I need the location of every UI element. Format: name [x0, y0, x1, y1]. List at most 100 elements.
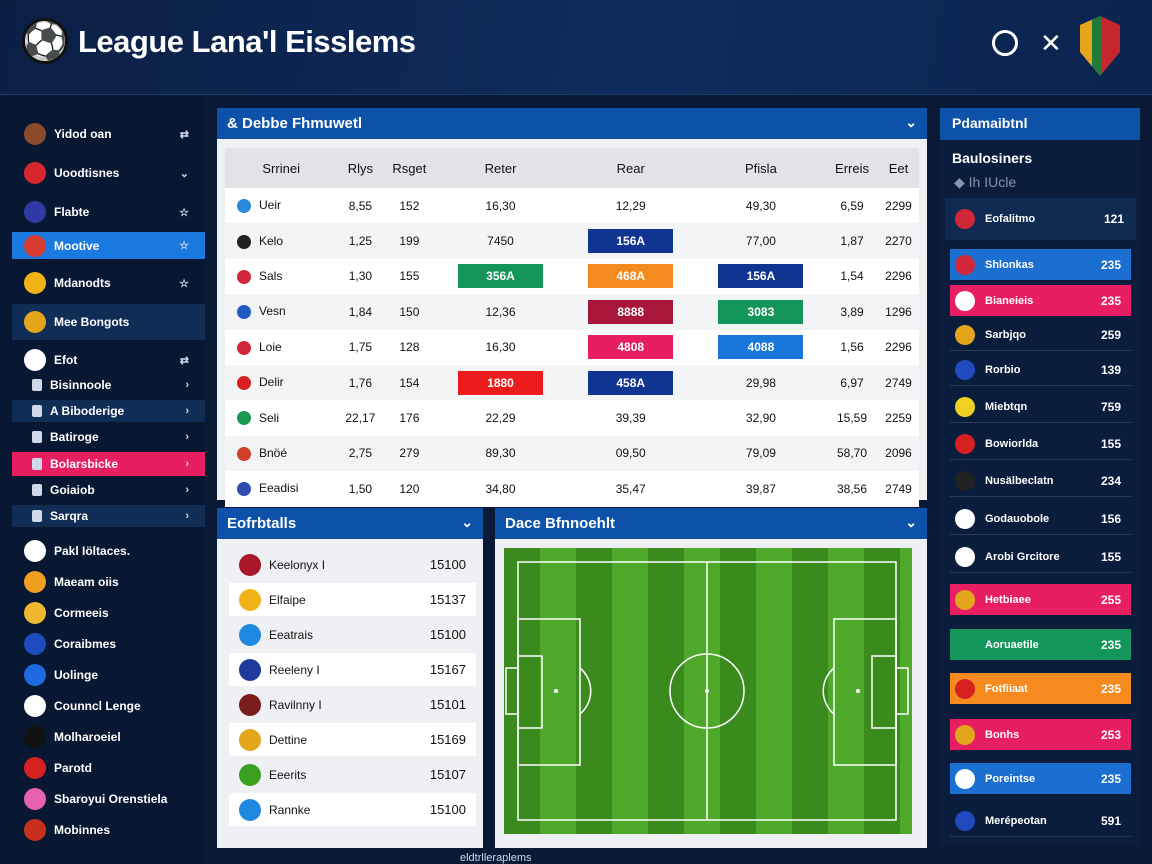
sidebar-item[interactable]: Mobinnes [12, 815, 205, 845]
chevron-icon[interactable]: › [185, 484, 189, 496]
value-badge[interactable]: 8888 [588, 299, 674, 324]
value-badge[interactable]: 3083 [718, 299, 804, 324]
value-badge[interactable]: 156A [588, 229, 674, 254]
table-row[interactable]: Ueir 8,55 152 16,30 12,29 49,30 6,59 2299 [225, 188, 919, 224]
ranking-row[interactable]: Miebtqn 759 [950, 392, 1131, 423]
chevron-down-icon[interactable]: ⌄ [905, 514, 917, 530]
standings-row[interactable]: Keelonyx I 15100 [229, 548, 476, 581]
sidebar-item[interactable]: Yidod oan ⇄ [12, 118, 205, 150]
standings-row[interactable]: Eeerits 15107 [229, 758, 476, 791]
ranking-row[interactable]: Shlonkas 235 [950, 249, 1131, 280]
team-value: 235 [1100, 257, 1121, 272]
value-badge[interactable]: 156A [718, 264, 804, 289]
sidebar-item[interactable]: Maeam oiis [12, 567, 205, 597]
pitch-header[interactable]: Dace Bfnnoehlt ⌄ [495, 508, 927, 539]
chevron-icon[interactable]: ☆ [179, 206, 189, 219]
ranking-row[interactable]: Poreintse 235 [950, 763, 1131, 794]
column-header[interactable]: Srrinei [225, 148, 338, 188]
standings-header[interactable]: Eofrbtalls ⌄ [217, 508, 483, 539]
table-row[interactable]: Loie 1,75 128 16,30 4808 4088 1,56 2296 [225, 329, 919, 365]
sidebar-item[interactable]: Uoodtisnes ⌄ [12, 157, 205, 189]
ranking-row[interactable]: Fotfiiaat 235 [950, 673, 1131, 704]
value-badge[interactable]: 356A [458, 264, 543, 289]
ranking-row[interactable]: Nusälbeclatn 234 [950, 466, 1131, 497]
sidebar-item[interactable]: Goiaiob › [12, 479, 205, 501]
sidebar-item[interactable]: Parotd [12, 753, 205, 783]
ranking-row[interactable]: Rorbio 139 [950, 355, 1131, 386]
sidebar-item[interactable]: Uolinge [12, 660, 205, 690]
value-badge[interactable]: 1880 [458, 370, 543, 395]
chevron-icon[interactable]: › [185, 405, 189, 417]
standings-row[interactable]: Elfaipe 15137 [229, 583, 476, 616]
chevron-icon[interactable]: ⇄ [179, 354, 189, 367]
chevron-down-icon[interactable]: ⌄ [905, 114, 917, 130]
chevron-icon[interactable]: › [185, 458, 189, 470]
sidebar-item[interactable]: Pakl Iöltaces. [12, 536, 205, 566]
sidebar-item[interactable]: Flabte ☆ [12, 196, 205, 228]
value-badge[interactable]: 468A [588, 264, 674, 289]
chevron-icon[interactable]: › [185, 431, 189, 443]
sidebar-item[interactable]: Mee Bongots [12, 304, 205, 340]
sidebar-item[interactable]: Molharoeiel [12, 722, 205, 752]
sidebar-item[interactable]: Efot ⇄ [12, 344, 205, 376]
standings-row[interactable]: Reeleny I 15167 [229, 653, 476, 686]
featured-row[interactable]: Eofalitmo 121 [945, 198, 1136, 240]
table-row[interactable]: Bnöé 2,75 279 89,30 09,50 79,09 58,70 2096 [225, 435, 919, 472]
sidebar-item[interactable]: A Biboderige › [12, 400, 205, 422]
chevron-icon[interactable]: ☆ [179, 277, 189, 290]
sidebar-item[interactable]: Mdanodts ☆ [12, 267, 205, 299]
chevron-icon[interactable]: › [185, 379, 189, 391]
cell-value: 12,29 [615, 198, 646, 213]
ranking-row[interactable]: Bianeieis 235 [950, 285, 1131, 316]
sidebar-item[interactable]: Sbaroyui Orenstiela [12, 784, 205, 814]
search-icon[interactable] [992, 30, 1018, 56]
ranking-row[interactable]: Aoruaetile 235 [950, 629, 1131, 660]
column-header[interactable]: Pfisla [695, 148, 827, 188]
table-row[interactable]: Seli 22,17 176 22,29 39,39 32,90 15,59 2259 [225, 400, 919, 436]
standings-row[interactable]: Ravilnny I 15101 [229, 688, 476, 721]
chevron-icon[interactable]: ⇄ [179, 128, 189, 141]
sidebar-item[interactable]: Mootive ☆ [12, 232, 205, 259]
ranking-row[interactable]: Sarbjqo 259 [950, 320, 1131, 351]
standings-row[interactable]: Dettine 15169 [229, 723, 476, 756]
column-header[interactable]: Erreis [826, 148, 879, 188]
table-row[interactable]: Delir 1,76 154 1880 458A 29,98 6,97 2749 [225, 364, 919, 401]
ranking-row[interactable]: Bonhs 253 [950, 719, 1131, 750]
value-badge[interactable]: 4808 [588, 335, 674, 360]
team-badge-icon [24, 602, 46, 624]
column-header[interactable]: Reter [435, 148, 566, 188]
sidebar-item-label: Yidod oan [54, 127, 112, 141]
sidebar-item[interactable]: Bolarsbicke › [12, 452, 205, 476]
sidebar-item[interactable]: Coraibmes [12, 629, 205, 659]
table-row[interactable]: Vesn 1,84 150 12,36 8888 3083 3,89 1296 [225, 294, 919, 330]
chevron-icon[interactable]: ⌄ [179, 167, 189, 180]
value-badge[interactable]: 458A [588, 370, 674, 395]
column-header[interactable]: Eet [878, 148, 919, 188]
chevron-icon[interactable]: ☆ [179, 240, 189, 252]
value-badge[interactable]: 4088 [718, 335, 804, 360]
column-header[interactable]: Rsget [383, 148, 436, 188]
table-row[interactable]: Sals 1,30 155 356A 468A 156A 1,54 2296 [225, 258, 919, 295]
ranking-row[interactable]: Bowiorlda 155 [950, 429, 1131, 460]
ranking-row[interactable]: Hetbiaee 255 [950, 584, 1131, 615]
standings-row[interactable]: Rannke 15100 [229, 793, 476, 826]
close-icon[interactable]: ✕ [1040, 28, 1062, 58]
standings-row[interactable]: Eeatrais 15100 [229, 618, 476, 651]
fixtures-header[interactable]: & Debbe Fhmuwetl ⌄ [217, 108, 927, 139]
ranking-row[interactable]: Godauobole 156 [950, 504, 1131, 535]
column-header[interactable]: Rear [565, 148, 696, 188]
table-row[interactable]: Kelo 1,25 199 7450 156A 77,00 1,87 2270 [225, 223, 919, 259]
cell-value: 22,29 [485, 411, 516, 426]
table-row[interactable]: Eeadisi 1,50 120 34,80 35,47 39,87 38,56 2749 [225, 471, 919, 507]
chevron-icon[interactable]: › [185, 510, 189, 522]
sidebar-item[interactable]: Batiroge › [12, 426, 205, 448]
sidebar-item[interactable]: Bisinnoole › [12, 374, 205, 396]
ranking-row[interactable]: Arobi Grcitore 155 [950, 542, 1131, 573]
sidebar-item[interactable]: Cormeeis [12, 598, 205, 628]
right-panel-header[interactable]: Pdamaibtnl [940, 108, 1140, 140]
ranking-row[interactable]: Merépeotan 591 [950, 806, 1131, 837]
chevron-down-icon[interactable]: ⌄ [461, 514, 473, 530]
sidebar-item[interactable]: Sarqra › [12, 505, 205, 527]
column-header[interactable]: Rlys [337, 148, 384, 188]
sidebar-item[interactable]: Counncl Lenge [12, 691, 205, 721]
